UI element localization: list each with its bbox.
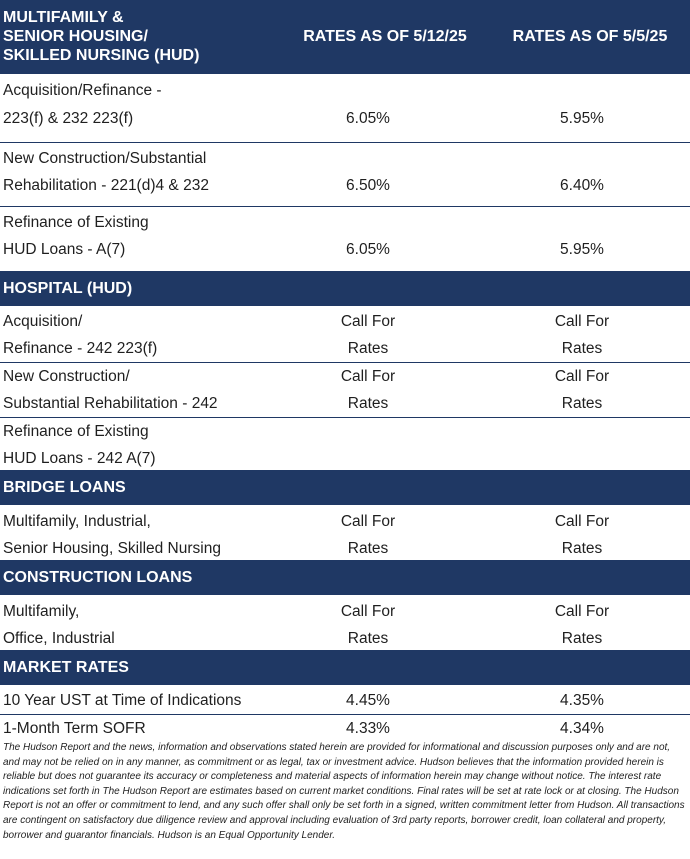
main-header-title: MULTIFAMILY & SENIOR HOUSING/ SKILLED NU… [3,8,199,65]
section-title: CONSTRUCTION LOANS [3,569,193,586]
main-header-title-line: SENIOR HOUSING/ [3,28,148,45]
row-label-line: 223(f) & 232 223(f) [3,110,134,127]
rate-current: Call For [340,513,396,530]
row-label-line: Rehabilitation - 221(d)4 & 232 [3,177,209,194]
rate-previous: Call For [554,313,610,330]
rate-previous: 5.95% [560,110,604,127]
rate-previous: Rates [561,630,603,647]
main-header-title-line: SKILLED NURSING (HUD) [3,47,200,64]
row-label-line: Senior Housing, Skilled Nursing [3,540,221,557]
rate-previous: 4.35% [560,692,604,709]
rate-previous: Call For [554,368,610,385]
rate-current: Call For [340,313,396,330]
rate-current: 6.50% [346,177,390,194]
table-row: Multifamily, Industrial, Senior Housing,… [0,505,690,560]
section-title: BRIDGE LOANS [3,479,126,496]
row-label-line: Acquisition/Refinance - [3,82,162,99]
rate-current: 4.45% [346,692,390,709]
rate-current: Call For [340,603,396,620]
rate-current: Rates [347,540,389,557]
rate-current: 6.05% [346,241,390,258]
section-header: MARKET RATES [0,650,690,685]
rate-previous: 4.34% [560,720,604,737]
rate-previous: Rates [561,395,603,412]
rate-current: Rates [347,340,389,357]
section-header: HOSPITAL (HUD) [0,271,690,306]
section-header: CONSTRUCTION LOANS [0,560,690,595]
row-label-line: Acquisition/ [3,313,83,330]
table-row: Multifamily, Office, Industrial Call For… [0,595,690,650]
table-row: New Construction/ Substantial Rehabilita… [0,362,690,418]
row-label-line: HUD Loans - 242 A(7) [3,450,156,467]
rate-current: Rates [347,395,389,412]
table-row: New Construction/Substantial Rehabilitat… [0,142,690,207]
main-header-title-line: MULTIFAMILY & [3,9,124,26]
column-header-current: RATES AS OF 5/12/25 [303,28,467,45]
row-label-line: Substantial Rehabilitation - 242 [3,395,218,412]
rate-current: Rates [347,630,389,647]
rate-previous: Rates [561,540,603,557]
section-header: BRIDGE LOANS [0,470,690,505]
rate-current: 4.33% [346,720,390,737]
section-title: HOSPITAL (HUD) [3,280,133,297]
rate-previous: Call For [554,603,610,620]
table-row: 1-Month Term SOFR 4.33% 4.34% [0,715,690,741]
row-label-line: New Construction/Substantial [3,150,207,167]
row-label-line: New Construction/ [3,368,130,385]
table-row: Refinance of Existing HUD Loans - 242 A(… [0,417,690,470]
row-label-line: Refinance - 242 223(f) [3,340,158,357]
row-label-line: Office, Industrial [3,630,115,647]
column-header-previous: RATES AS OF 5/5/25 [512,28,668,45]
row-label-line: 1-Month Term SOFR [3,720,146,737]
rate-current: 6.05% [346,110,390,127]
table-row: Acquisition/ Refinance - 242 223(f) Call… [0,306,690,363]
row-label-line: Refinance of Existing [3,214,149,231]
rate-previous: Call For [554,513,610,530]
rate-previous: Rates [561,340,603,357]
table-row: 10 Year UST at Time of Indications 4.45%… [0,685,690,715]
row-label-line: Multifamily, Industrial, [3,513,151,530]
main-header: MULTIFAMILY & SENIOR HOUSING/ SKILLED NU… [0,0,690,74]
row-label-line: HUD Loans - A(7) [3,241,126,258]
rate-current: Call For [340,368,396,385]
row-label-line: Multifamily, [3,603,80,620]
disclaimer-text: The Hudson Report and the news, informat… [3,742,685,841]
row-label-line: 10 Year UST at Time of Indications [3,692,242,709]
rate-previous: 5.95% [560,241,604,258]
rate-previous: 6.40% [560,177,604,194]
table-row: Refinance of Existing HUD Loans - A(7) 6… [0,206,690,270]
section-title: MARKET RATES [3,659,129,676]
table-row: Acquisition/Refinance - 223(f) & 232 223… [0,74,690,143]
row-label-line: Refinance of Existing [3,423,149,440]
